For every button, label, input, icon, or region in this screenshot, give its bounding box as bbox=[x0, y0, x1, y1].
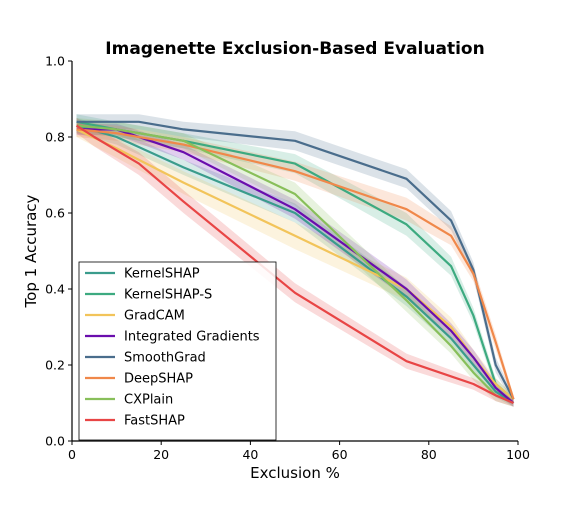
x-tick-label: 40 bbox=[242, 447, 258, 462]
y-tick-label: 0.8 bbox=[45, 130, 65, 145]
y-axis-label: Top 1 Accuracy bbox=[22, 194, 40, 308]
legend-label: KernelSHAP-S bbox=[124, 288, 212, 303]
x-tick-label: 80 bbox=[421, 447, 437, 462]
legend-label: DeepSHAP bbox=[124, 372, 193, 387]
y-tick-label: 0.6 bbox=[45, 206, 65, 221]
y-tick-label: 1.0 bbox=[45, 54, 65, 69]
y-tick-label: 0.2 bbox=[45, 358, 65, 373]
legend-label: CXPlain bbox=[124, 393, 173, 408]
y-tick-label: 0.0 bbox=[45, 434, 65, 449]
legend: KernelSHAP KernelSHAP-S GradCAM Integrated … bbox=[79, 262, 276, 440]
legend-label: GradCAM bbox=[124, 309, 185, 324]
x-tick-label: 0 bbox=[68, 447, 76, 462]
legend-label: FastSHAP bbox=[124, 414, 185, 429]
legend-label: KernelSHAP bbox=[124, 267, 200, 282]
x-tick-label: 60 bbox=[332, 447, 348, 462]
y-tick-label: 0.4 bbox=[45, 282, 65, 297]
x-tick-label: 100 bbox=[506, 447, 530, 462]
legend-label: Integrated Gradients bbox=[124, 330, 260, 345]
x-axis-label: Exclusion % bbox=[250, 464, 340, 482]
chart-title: Imagenette Exclusion-Based Evaluation bbox=[105, 39, 484, 59]
legend-label: SmoothGrad bbox=[124, 351, 206, 366]
x-tick-label: 20 bbox=[153, 447, 169, 462]
